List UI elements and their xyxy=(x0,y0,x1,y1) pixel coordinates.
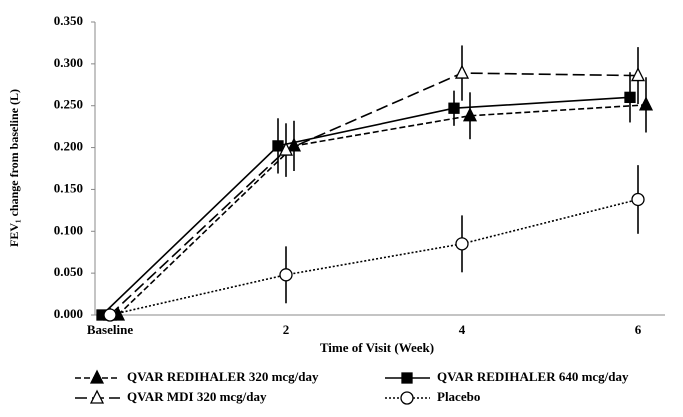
marker xyxy=(279,268,293,282)
y-tick-label: 0.050 xyxy=(54,264,83,279)
legend-marker xyxy=(89,389,105,404)
legend-label: QVAR REDIHALER 640 mcg/day xyxy=(437,369,629,384)
series-line xyxy=(117,104,647,316)
legend-marker xyxy=(400,391,414,405)
marker xyxy=(624,91,636,103)
marker xyxy=(630,67,646,82)
marker xyxy=(462,107,478,122)
series-line xyxy=(109,198,639,316)
x-tick-label: 6 xyxy=(635,322,642,337)
y-tick-label: 0.350 xyxy=(54,13,83,28)
y-tick-label: 0.300 xyxy=(54,55,83,70)
marker xyxy=(272,140,284,152)
y-tick-label: 0.150 xyxy=(54,180,83,195)
y-tick-label: 0.100 xyxy=(54,222,83,237)
marker xyxy=(103,308,117,322)
marker xyxy=(454,64,470,79)
marker xyxy=(631,192,645,207)
y-tick-label: 0.200 xyxy=(54,139,83,154)
legend-label: QVAR REDIHALER 320 mcg/day xyxy=(127,369,319,384)
marker xyxy=(278,141,294,156)
y-axis-title: FEV₁ change from baseline (L) xyxy=(7,89,21,247)
y-tick-label: 0.250 xyxy=(54,97,83,112)
legend-marker xyxy=(89,369,105,384)
x-tick-label: 4 xyxy=(459,322,466,337)
series-line xyxy=(101,96,631,316)
marker xyxy=(455,237,469,251)
legend-label: Placebo xyxy=(437,389,480,404)
x-tick-label: Baseline xyxy=(87,322,133,337)
x-axis-title: Time of Visit (Week) xyxy=(320,340,434,355)
series-line xyxy=(109,72,639,316)
legend-label: QVAR MDI 320 mcg/day xyxy=(127,389,267,404)
marker xyxy=(638,96,654,111)
legend-marker xyxy=(401,372,413,384)
x-tick-label: 2 xyxy=(283,322,290,337)
marker xyxy=(448,102,460,114)
y-tick-label: 0.000 xyxy=(54,306,83,321)
